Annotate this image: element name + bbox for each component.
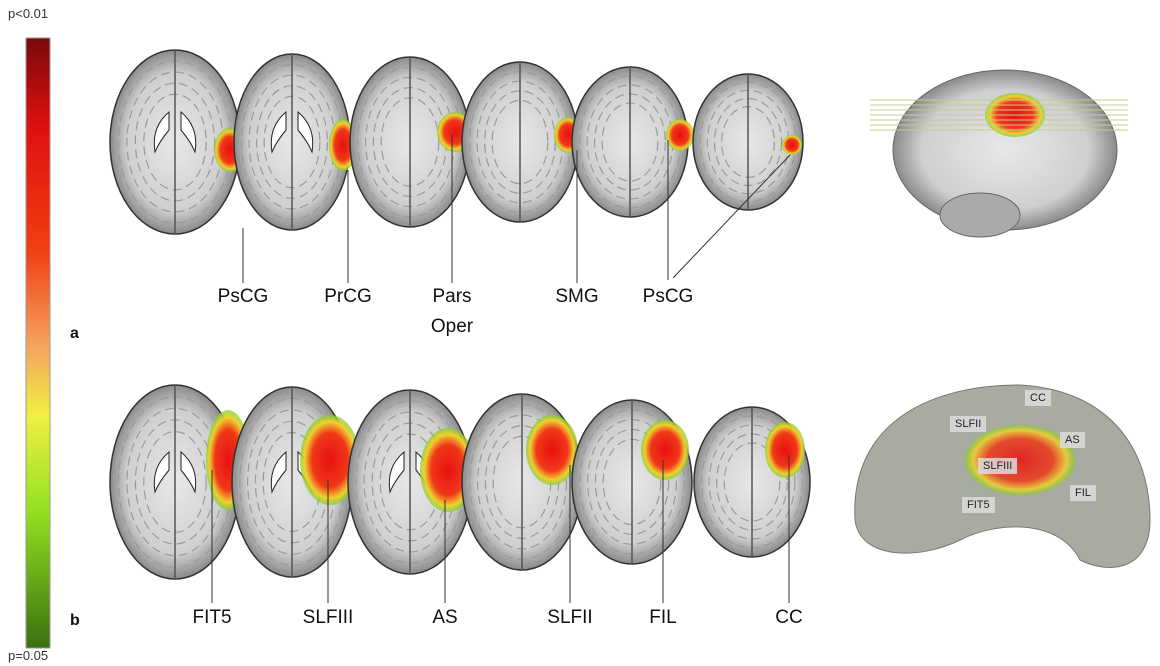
cerebellum: [940, 193, 1020, 237]
region-label: SMG: [542, 282, 612, 312]
colorbar: [26, 38, 50, 648]
region-label: SLFII: [530, 603, 610, 633]
activation: [666, 119, 694, 151]
region-label: AS: [405, 603, 485, 633]
colorbar-top-label: p<0.01: [8, 6, 48, 21]
region-label: FIT5: [172, 603, 252, 633]
region-label: FIL: [623, 603, 703, 633]
tract-label: CC: [1025, 390, 1051, 406]
tract-label: FIL: [1070, 485, 1096, 501]
region-label: CC: [749, 603, 829, 633]
figure-art: [0, 0, 1160, 666]
region-label: PsCG: [633, 282, 703, 312]
region-label: Pars Oper: [417, 282, 487, 342]
activation: [641, 420, 689, 480]
activation: [782, 135, 802, 155]
panel-label: a: [70, 325, 79, 343]
region-label: SLFIII: [288, 603, 368, 633]
colorbar-bottom-label: p=0.05: [8, 648, 48, 663]
tract-label: SLFIII: [978, 458, 1017, 474]
activation: [765, 422, 805, 478]
region-label: PrCG: [313, 282, 383, 312]
panel-label: b: [70, 612, 80, 630]
tract-label: FIT5: [962, 497, 995, 513]
region-label: PsCG: [208, 282, 278, 312]
tract-label: SLFII: [950, 416, 986, 432]
figure: p<0.01 p=0.05 a b PsCG PrCG Pars Oper SMG Ps…: [0, 0, 1160, 666]
tract-label: AS: [1060, 432, 1085, 448]
